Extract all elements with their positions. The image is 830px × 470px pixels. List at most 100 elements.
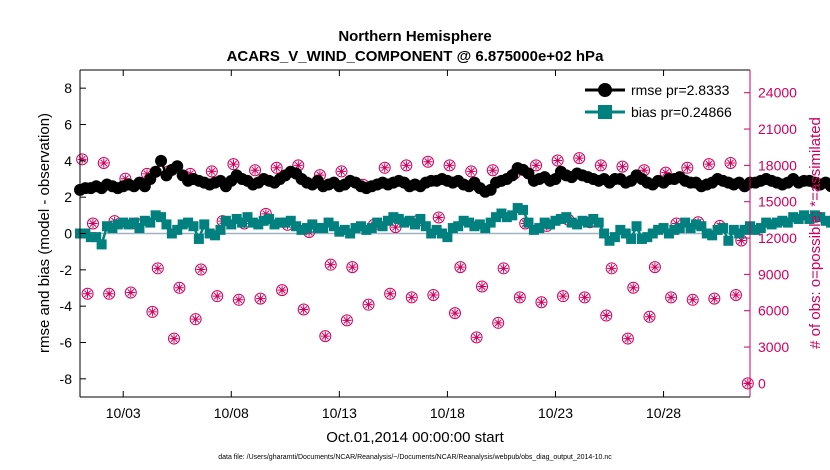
obs-count-point — [232, 293, 245, 306]
bias-point — [242, 212, 253, 223]
rmse-point — [171, 160, 184, 173]
chart-title: Northern Hemisphere — [338, 28, 491, 45]
bias-point — [545, 219, 556, 230]
y-tick-label: 2 — [64, 189, 72, 205]
bias-point — [593, 217, 604, 228]
obs-possible-marker — [400, 159, 413, 172]
bias-point — [582, 217, 593, 228]
bias-point — [118, 217, 129, 228]
obs-assimilated-marker — [272, 163, 282, 173]
obs-count-point — [276, 284, 289, 297]
legend: rmse pr=2.8333 bias pr=0.24866 — [578, 76, 744, 124]
bias-point — [615, 224, 626, 235]
bias-point — [145, 217, 156, 228]
x-tick-label: 10/28 — [646, 405, 681, 421]
obs-possible-marker — [681, 161, 694, 174]
obs-assimilated-marker — [342, 315, 352, 325]
bias-point — [501, 212, 512, 223]
obs-assimilated-marker — [234, 295, 244, 305]
x-tick-label: 10/08 — [214, 405, 249, 421]
bias-point — [247, 217, 258, 228]
obs-possible-marker — [173, 281, 186, 294]
bias-point — [707, 230, 718, 241]
y2-tick-label: 9000 — [758, 266, 789, 282]
bias-point — [690, 219, 701, 230]
obs-assimilated-marker — [553, 156, 563, 166]
bias-point — [474, 219, 485, 230]
obs-count-point — [405, 291, 418, 304]
obs-count-point — [173, 281, 186, 294]
obs-count-point — [384, 287, 397, 300]
obs-count-point — [340, 314, 353, 327]
bias-point — [156, 212, 167, 223]
y-tick-label: 8 — [64, 80, 72, 96]
bias-point — [323, 217, 334, 228]
obs-possible-marker — [270, 161, 283, 174]
bias-point — [166, 228, 177, 239]
bias-point — [572, 219, 583, 230]
obs-count-point — [594, 159, 607, 172]
obs-possible-marker — [530, 159, 543, 172]
bias-point — [355, 221, 366, 232]
legend-bias-marker — [598, 105, 612, 119]
obs-assimilated-marker — [191, 314, 201, 324]
obs-assimilated-marker — [153, 263, 163, 273]
bias-point — [177, 219, 188, 230]
bias-point — [528, 224, 539, 235]
obs-count-point — [227, 158, 240, 171]
y2-tick-label: 21000 — [758, 121, 797, 137]
obs-count-point — [476, 280, 488, 293]
obs-possible-marker — [427, 288, 440, 301]
bias-point — [518, 204, 529, 215]
obs-count-point — [643, 310, 656, 323]
obs-assimilated-marker — [142, 169, 152, 179]
legend-rmse-marker — [598, 83, 612, 97]
obs-possible-marker — [297, 303, 310, 316]
bias-point — [826, 217, 830, 228]
bias-point — [766, 219, 777, 230]
obs-possible-marker — [470, 331, 483, 344]
obs-assimilated-marker — [645, 312, 654, 322]
obs-possible-marker — [195, 263, 208, 276]
bias-point — [291, 221, 302, 232]
obs-possible-marker — [724, 156, 737, 169]
bias-point — [253, 219, 264, 230]
bias-point — [296, 224, 307, 235]
obs-count-point — [76, 153, 89, 166]
obs-assimilated-marker — [315, 170, 325, 180]
obs-assimilated-marker — [515, 292, 525, 302]
y-axis-label: rmse and bias (model - observation) — [36, 113, 53, 353]
bias-point — [447, 223, 458, 234]
obs-count-point — [103, 287, 116, 300]
obs-assimilated-marker — [450, 308, 460, 318]
y-tick-label: 4 — [64, 153, 72, 169]
bias-point — [215, 224, 226, 235]
obs-count-point — [205, 165, 218, 178]
obs-assimilated-marker — [445, 160, 455, 170]
obs-assimilated-marker — [477, 281, 487, 291]
obs-possible-marker — [227, 158, 240, 171]
bias-point — [782, 217, 793, 228]
obs-assimilated-marker — [169, 334, 179, 344]
obs-assimilated-marker — [428, 290, 438, 300]
obs-possible-marker — [729, 288, 742, 301]
obs-assimilated-marker — [434, 212, 444, 222]
obs-count-point — [724, 156, 737, 169]
y2-tick-label: 6000 — [758, 303, 789, 319]
x-tick-label: 10/03 — [106, 405, 141, 421]
obs-possible-marker — [665, 291, 678, 304]
bias-point — [653, 224, 664, 235]
obs-assimilated-marker — [731, 290, 741, 300]
obs-assimilated-marker — [488, 165, 498, 175]
legend-rmse-label: rmse pr=2.8333 — [631, 82, 730, 98]
obs-count-point — [97, 156, 110, 169]
bias-point — [91, 232, 102, 243]
obs-count-point — [168, 332, 181, 345]
bias-point — [183, 217, 194, 228]
obs-possible-marker — [708, 292, 721, 305]
obs-assimilated-marker — [736, 235, 746, 245]
obs-possible-marker — [741, 377, 754, 390]
y-tick-label: -8 — [60, 371, 73, 387]
x-tick-label: 10/23 — [538, 405, 573, 421]
obs-possible-marker — [443, 159, 456, 172]
